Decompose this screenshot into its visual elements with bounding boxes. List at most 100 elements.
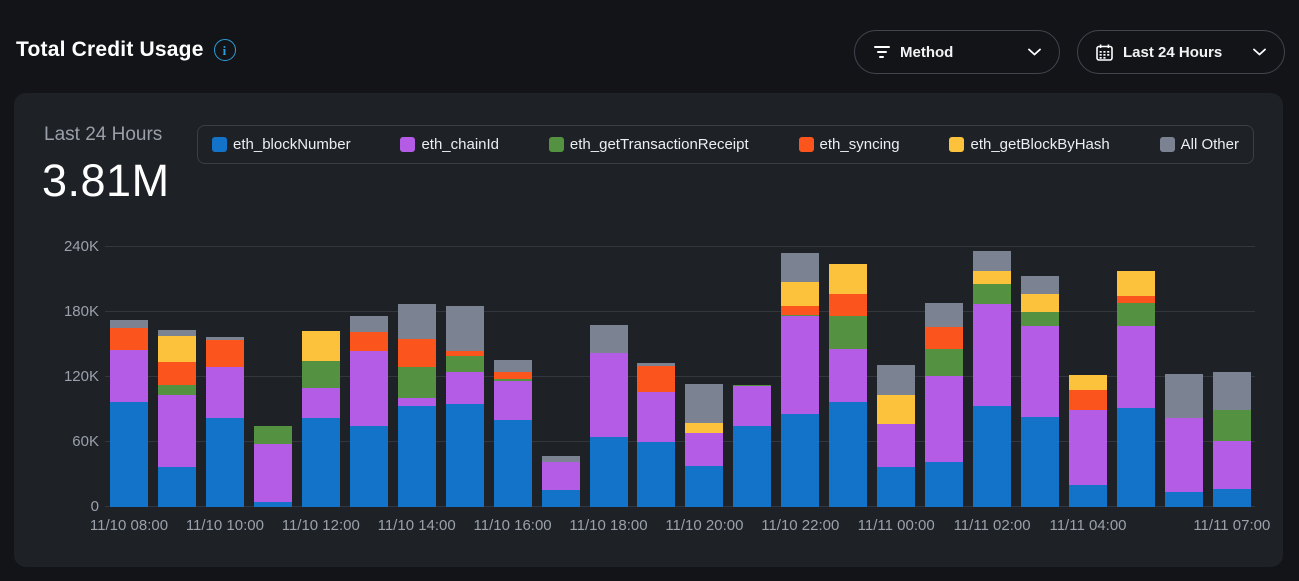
bar-segment-eth_blockNumber[interactable] — [253, 502, 292, 507]
bar[interactable] — [1212, 372, 1251, 507]
bar-segment-eth_getBlockByHash[interactable] — [1116, 270, 1155, 297]
bar-segment-eth_syncing[interactable] — [829, 293, 868, 317]
bar-segment-All Other[interactable] — [637, 363, 676, 366]
bar-segment-eth_blockNumber[interactable] — [493, 419, 532, 507]
info-icon[interactable]: i — [213, 39, 236, 61]
bar-segment-All Other[interactable] — [1164, 374, 1203, 419]
legend-item-eth_blockNumber[interactable]: eth_blockNumber — [212, 136, 351, 153]
bar-segment-eth_chainId[interactable] — [1116, 326, 1155, 409]
bar-segment-eth_getTransactionReceipt[interactable] — [829, 316, 868, 350]
bar-segment-All Other[interactable] — [1212, 372, 1251, 410]
bar-segment-eth_chainId[interactable] — [925, 375, 964, 463]
bar-segment-eth_chainId[interactable] — [493, 381, 532, 420]
bar[interactable] — [445, 305, 484, 507]
bar-segment-All Other[interactable] — [397, 304, 436, 340]
bar[interactable] — [1069, 375, 1107, 507]
bar-segment-All Other[interactable] — [541, 455, 580, 463]
bar[interactable] — [1116, 270, 1155, 507]
bar-segment-eth_getBlockByHash[interactable] — [1021, 293, 1060, 313]
bar-segment-eth_syncing[interactable] — [1116, 296, 1155, 304]
bar[interactable] — [685, 383, 724, 507]
bar[interactable] — [925, 302, 964, 507]
bar-segment-eth_syncing[interactable] — [397, 339, 436, 367]
bar-segment-All Other[interactable] — [493, 359, 532, 373]
bar-segment-eth_getTransactionReceipt[interactable] — [1116, 303, 1155, 327]
bar-segment-eth_getTransactionReceipt[interactable] — [1021, 312, 1060, 327]
bar-segment-eth_getTransactionReceipt[interactable] — [397, 366, 436, 399]
bar-segment-All Other[interactable] — [877, 365, 916, 395]
bar-segment-eth_getTransactionReceipt[interactable] — [925, 349, 964, 376]
bar-segment-All Other[interactable] — [973, 250, 1012, 271]
bar-segment-All Other[interactable] — [925, 302, 964, 327]
bar-segment-eth_getBlockByHash[interactable] — [973, 270, 1012, 284]
bar-segment-eth_syncing[interactable] — [925, 326, 964, 350]
bar-segment-eth_getTransactionReceipt[interactable] — [157, 384, 196, 396]
bar-segment-eth_blockNumber[interactable] — [157, 467, 196, 507]
bar-segment-eth_chainId[interactable] — [637, 392, 676, 442]
bar-segment-eth_blockNumber[interactable] — [445, 404, 484, 507]
bar[interactable] — [541, 455, 580, 507]
legend-item-All Other[interactable]: All Other — [1159, 136, 1239, 153]
bar-segment-eth_syncing[interactable] — [637, 365, 676, 393]
bar-segment-eth_syncing[interactable] — [349, 332, 388, 351]
bar-segment-All Other[interactable] — [589, 325, 628, 353]
bar-segment-eth_blockNumber[interactable] — [637, 442, 676, 507]
bar-segment-eth_chainId[interactable] — [733, 386, 772, 427]
bar-segment-eth_getBlockByHash[interactable] — [301, 330, 340, 361]
bar[interactable] — [397, 304, 436, 507]
bar-segment-eth_getTransactionReceipt[interactable] — [253, 426, 292, 445]
bar-segment-eth_chainId[interactable] — [157, 395, 196, 468]
bar[interactable] — [110, 319, 148, 507]
bar-segment-eth_chainId[interactable] — [397, 398, 436, 407]
bar[interactable] — [781, 252, 820, 507]
bar-segment-All Other[interactable] — [685, 383, 724, 424]
bar-segment-eth_syncing[interactable] — [1069, 390, 1107, 410]
bar-segment-eth_blockNumber[interactable] — [1021, 416, 1060, 507]
bar-segment-eth_blockNumber[interactable] — [541, 490, 580, 507]
legend-item-eth_getBlockByHash[interactable]: eth_getBlockByHash — [949, 136, 1110, 153]
bar-segment-eth_chainId[interactable] — [877, 423, 916, 467]
bar-segment-All Other[interactable] — [781, 252, 820, 282]
bar-segment-eth_blockNumber[interactable] — [110, 402, 148, 507]
bar-segment-eth_chainId[interactable] — [781, 316, 820, 415]
bar-segment-eth_syncing[interactable] — [110, 327, 148, 351]
bar-segment-eth_blockNumber[interactable] — [589, 437, 628, 507]
bar-segment-eth_chainId[interactable] — [445, 371, 484, 405]
bar-segment-eth_blockNumber[interactable] — [205, 417, 244, 507]
bar-segment-eth_chainId[interactable] — [253, 444, 292, 503]
bar[interactable] — [493, 359, 532, 507]
bar-segment-eth_getBlockByHash[interactable] — [781, 281, 820, 306]
bar-segment-All Other[interactable] — [349, 315, 388, 333]
bar-segment-eth_getTransactionReceipt[interactable] — [1212, 409, 1251, 442]
bar-segment-All Other[interactable] — [110, 319, 148, 328]
bar-segment-eth_syncing[interactable] — [205, 340, 244, 367]
bar-segment-eth_blockNumber[interactable] — [1069, 485, 1107, 507]
bar-segment-All Other[interactable] — [445, 305, 484, 352]
bar-segment-eth_chainId[interactable] — [1021, 326, 1060, 417]
bar-segment-eth_chainId[interactable] — [541, 462, 580, 491]
bar-segment-eth_chainId[interactable] — [349, 351, 388, 426]
bar-segment-eth_syncing[interactable] — [445, 351, 484, 357]
bar-segment-eth_getBlockByHash[interactable] — [829, 263, 868, 294]
bar-segment-eth_blockNumber[interactable] — [781, 414, 820, 507]
bar-segment-eth_blockNumber[interactable] — [349, 425, 388, 507]
bar[interactable] — [253, 426, 292, 507]
bar-segment-eth_chainId[interactable] — [1069, 409, 1107, 486]
bar-segment-eth_blockNumber[interactable] — [397, 406, 436, 507]
bar-segment-eth_chainId[interactable] — [205, 366, 244, 418]
bar-segment-eth_chainId[interactable] — [301, 387, 340, 418]
method-filter-dropdown[interactable]: Method — [854, 30, 1060, 74]
bar-segment-eth_syncing[interactable] — [157, 362, 196, 385]
bar-segment-eth_chainId[interactable] — [1164, 418, 1203, 492]
bar-segment-eth_getBlockByHash[interactable] — [157, 336, 196, 363]
bar-segment-eth_blockNumber[interactable] — [301, 417, 340, 507]
bar[interactable] — [157, 330, 196, 507]
bar-segment-eth_getBlockByHash[interactable] — [877, 394, 916, 424]
bar[interactable] — [301, 330, 340, 507]
bar[interactable] — [205, 336, 244, 507]
bar[interactable] — [733, 385, 772, 507]
legend-item-eth_getTransactionReceipt[interactable]: eth_getTransactionReceipt — [548, 136, 749, 153]
bar-segment-eth_chainId[interactable] — [973, 303, 1012, 406]
bar-segment-eth_blockNumber[interactable] — [973, 405, 1012, 507]
bar-segment-eth_blockNumber[interactable] — [829, 402, 868, 507]
